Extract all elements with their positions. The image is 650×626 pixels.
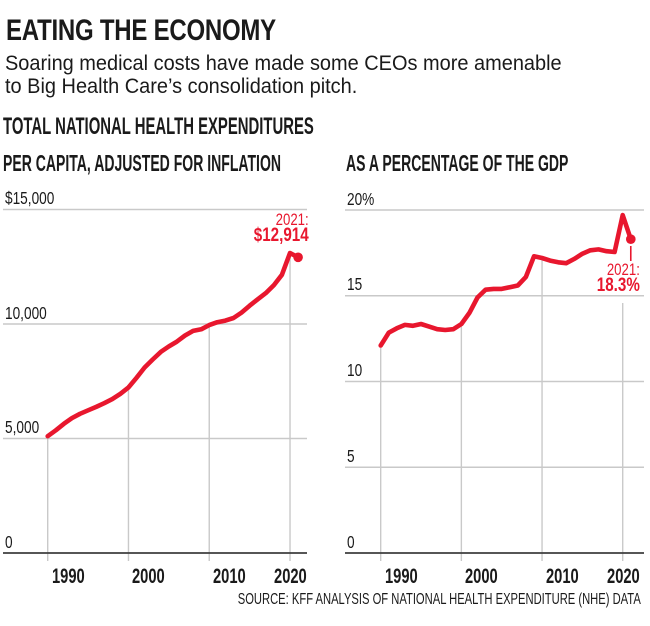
y-tick-label: 5,000 [5,417,40,437]
annotation-value: 18.3% [596,275,640,296]
annotation-year-label: 2021: [606,261,640,279]
x-tick-label: 2000 [465,564,499,588]
y-tick-label: 10 [347,360,363,380]
grid-lines-chart-1 [345,209,644,468]
annotation-year-label: 2021: [275,211,309,229]
x-tick-label: 1990 [51,564,85,588]
chart-title-per-capita: PER CAPITA, ADJUSTED FOR INFLATION [3,150,282,176]
chart-title-gdp-share: AS A PERCENTAGE OF THE GDP [346,150,569,176]
x-tick-label: 2020 [274,564,307,588]
end-point-dot-chart-0 [293,252,303,263]
drop-lines-chart-0 [47,255,291,561]
subtitle-line-1: Soaring medical costs have made some CEO… [5,52,562,75]
x-tick-label: 1990 [384,564,418,588]
x-tick-label: 2010 [546,564,579,588]
y-tick-label: 15 [347,274,363,295]
subtitle-line-2: to Big Health Care’s consolidation pitch… [5,75,358,99]
y-tick-label: 0 [5,531,13,552]
end-point-dot-chart-1 [626,234,636,244]
y-tick-label: 5 [347,445,355,466]
grid-lines-chart-0 [3,208,307,440]
section-title: TOTAL NATIONAL HEALTH EXPENDITURES [3,113,314,140]
x-tick-label: 2010 [213,564,246,588]
subtitle: Soaring medical costs have made some CEO… [5,52,562,99]
annotation-per-capita: 2021: $12,914 [254,211,309,246]
series-line-chart-0 [45,250,301,439]
headline: EATING THE ECONOMY [6,14,276,47]
y-tick-label: 20% [347,188,375,209]
x-tick-label: 2000 [132,564,166,588]
y-tick-label: 0 [347,531,355,552]
drop-lines-chart-1 [380,260,624,561]
y-tick-label: 10,000 [5,302,47,323]
source-credit: SOURCE: KFF ANALYSIS OF NATIONAL HEALTH … [237,591,641,608]
annotation-gdp-share: 2021: 18.3% [596,261,640,296]
annotation-value: $12,914 [254,225,309,246]
x-tick-label: 2020 [607,564,640,588]
y-tick-label: $15,000 [5,188,55,208]
series-line-chart-1 [378,212,634,348]
